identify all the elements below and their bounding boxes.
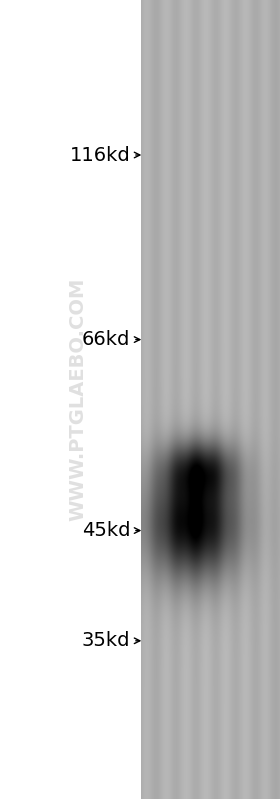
Text: 116kd: 116kd <box>69 145 130 165</box>
Text: 66kd: 66kd <box>82 330 130 349</box>
Text: WWW.PTGLAEBO.COM: WWW.PTGLAEBO.COM <box>69 278 88 521</box>
Text: 45kd: 45kd <box>82 521 130 540</box>
Text: 35kd: 35kd <box>82 631 130 650</box>
